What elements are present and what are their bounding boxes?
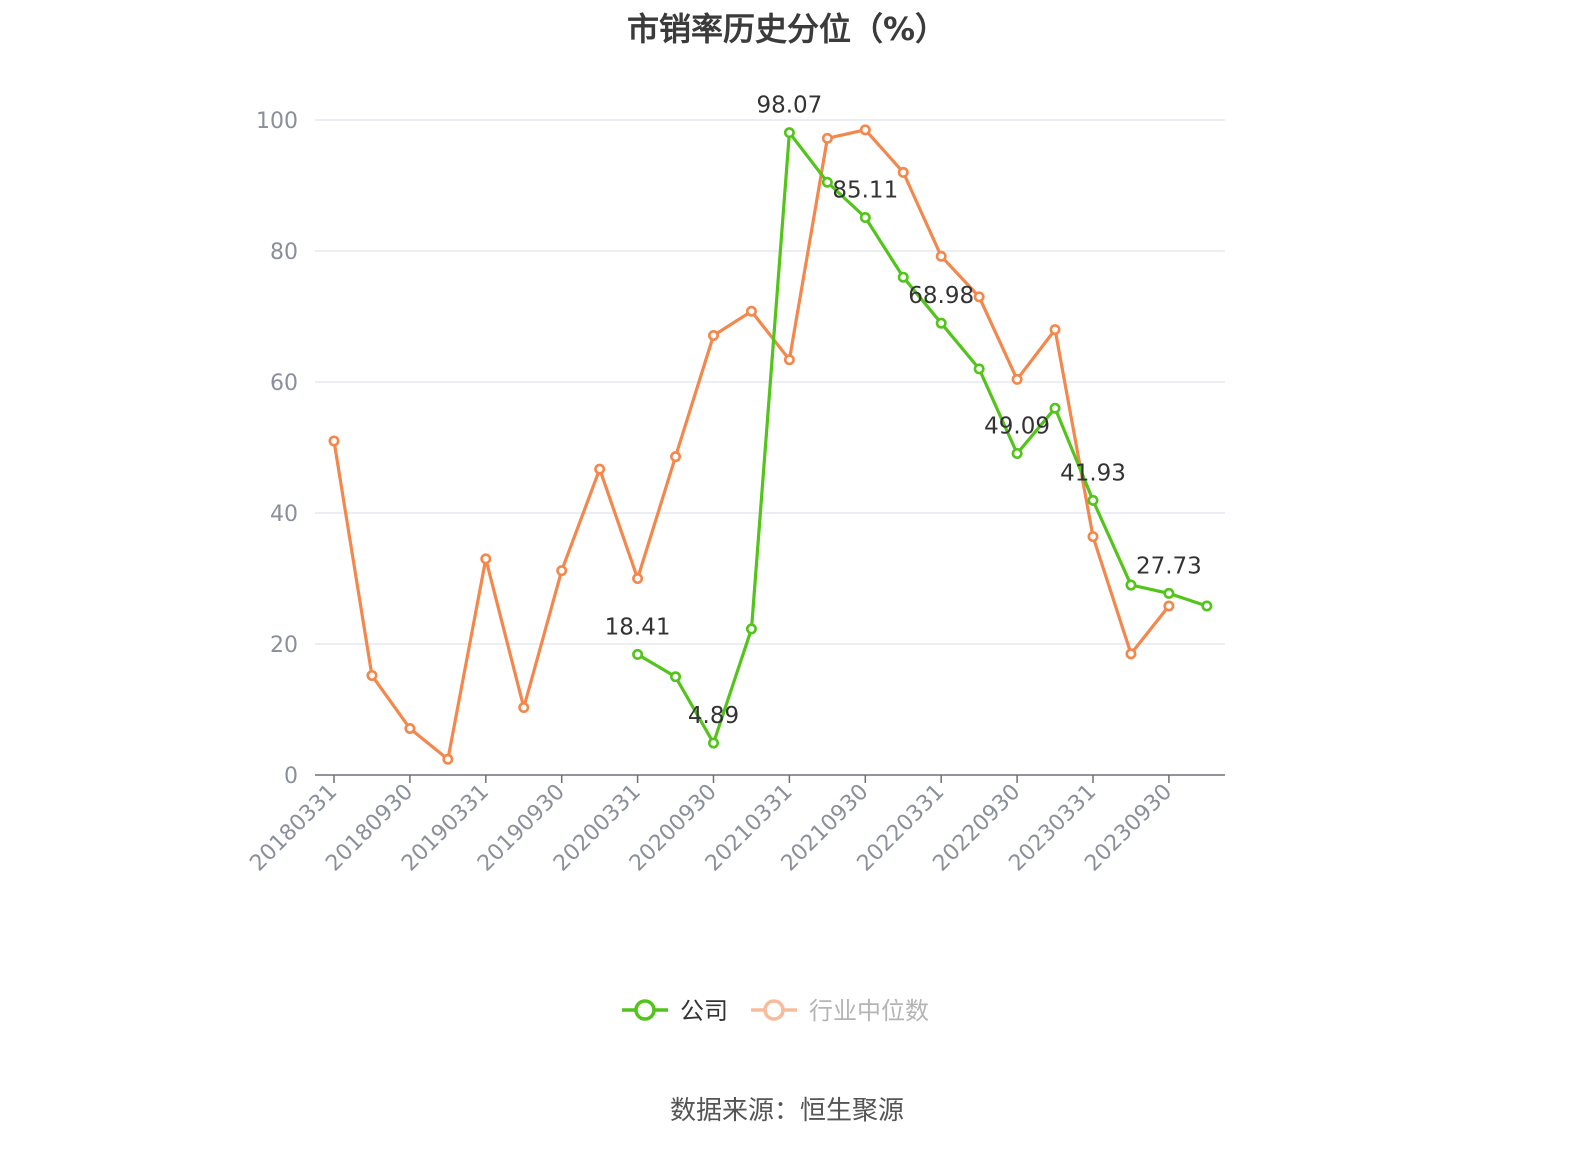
y-tick-label: 80 [270,240,298,265]
legend-label: 公司 [680,997,728,1025]
y-tick-label: 100 [256,109,298,134]
data-point [897,271,909,283]
series [328,124,1213,765]
series-line-1 [332,128,1171,761]
data-source: 数据来源：恒生聚源 [669,1096,904,1126]
data-label: 4.89 [688,703,739,729]
data-point [1125,648,1137,660]
legend-item-0: 公司 [622,997,728,1025]
chart-title: 市销率历史分位（%） [626,10,948,48]
data-point [859,212,871,224]
data-point [670,451,682,463]
data-point [1087,494,1099,506]
data-point [594,463,606,475]
data-point [1201,600,1213,612]
data-point [632,648,644,660]
data-point [707,329,719,341]
data-point [973,363,985,375]
series-line-0 [636,131,1208,745]
data-point [859,124,871,136]
data-point [1011,373,1023,385]
data-point [518,702,530,714]
data-label: 85.11 [832,178,898,204]
data-point [783,127,795,139]
legend: 公司 行业中位数 [622,997,929,1025]
data-point [821,176,833,188]
data-point [1125,579,1137,591]
data-point [404,722,416,734]
data-point [1011,447,1023,459]
axes: 0204060801002018033120180930201903312019… [245,109,1225,876]
y-tick-label: 0 [284,764,298,789]
data-point [1087,531,1099,543]
data-label: 18.41 [605,614,671,640]
data-point [745,305,757,317]
data-label: 27.73 [1136,553,1202,579]
data-point [821,132,833,144]
data-label: 41.93 [1060,460,1126,486]
data-point [1049,324,1061,336]
legend-marker [634,999,656,1021]
data-point [745,623,757,635]
data-point [1049,402,1061,414]
data-labels: 18.41 4.89 98.07 85.11 68.98 49.09 41.93 27.73 [605,93,1202,729]
data-point [670,671,682,683]
y-tick-label: 20 [270,633,298,658]
data-label: 98.07 [756,93,822,119]
data-point [556,565,568,577]
data-point [366,669,378,681]
data-point [1163,600,1175,612]
data-point [632,572,644,584]
y-tick-label: 60 [270,371,298,396]
legend-marker [763,999,785,1021]
data-point [1163,587,1175,599]
data-label: 68.98 [908,283,974,309]
data-point [783,354,795,366]
data-point [707,737,719,749]
data-point [480,553,492,565]
data-point [935,250,947,262]
legend-item-1: 行业中位数 [751,997,929,1025]
data-point [935,317,947,329]
data-point [897,166,909,178]
data-label: 49.09 [984,413,1050,439]
data-point [973,291,985,303]
data-point [328,435,340,447]
y-tick-label: 40 [270,502,298,527]
legend-label: 行业中位数 [809,997,929,1025]
data-point [442,753,454,765]
